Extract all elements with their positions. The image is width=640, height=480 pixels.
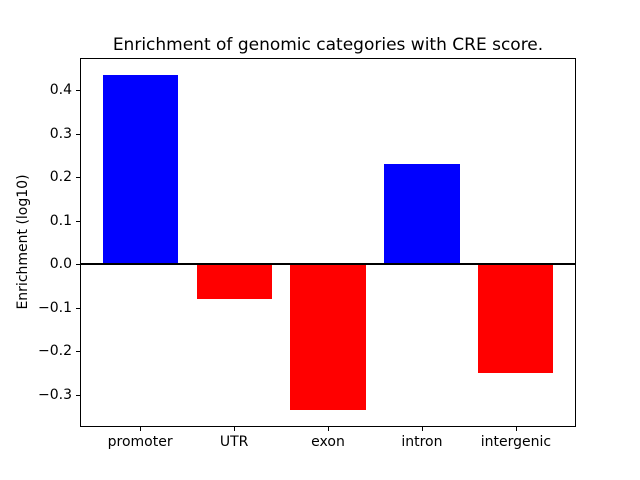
y-tick-label: 0.0: [49, 256, 72, 273]
y-tick-label: 0.4: [49, 82, 72, 98]
y-tick-mark: [76, 134, 80, 135]
bar-intron: [384, 164, 460, 265]
y-tick-mark: [76, 264, 80, 265]
zero-line: [80, 263, 576, 266]
x-tick-mark: [516, 427, 517, 431]
y-tick-label: 0.3: [49, 125, 72, 142]
y-tick-label: −0.2: [38, 343, 72, 360]
bar-intergenic: [478, 264, 554, 374]
x-tick-label-UTR: UTR: [219, 434, 249, 450]
y-tick-mark: [76, 351, 80, 352]
y-tick-mark: [76, 308, 80, 309]
bar-exon: [290, 264, 366, 411]
chart-title: Enrichment of genomic categories with CR…: [112, 35, 544, 55]
y-tick-label: −0.1: [38, 299, 72, 316]
x-tick-mark: [234, 427, 235, 431]
y-tick-label: 0.2: [49, 169, 72, 186]
x-tick-label-intron: intron: [401, 434, 443, 450]
x-tick-mark: [422, 427, 423, 431]
y-tick-mark: [76, 395, 80, 396]
x-tick-mark: [328, 427, 329, 431]
y-tick-label: −0.3: [38, 387, 72, 403]
x-tick-mark: [140, 427, 141, 431]
y-tick-mark: [76, 90, 80, 91]
x-tick-label-promoter: promoter: [107, 434, 173, 450]
bar-UTR: [196, 264, 272, 300]
bar-promoter: [102, 74, 178, 265]
y-tick-label: 0.1: [49, 212, 72, 229]
y-axis-label: Enrichment (log10): [15, 174, 31, 310]
x-tick-label-exon: exon: [311, 434, 345, 450]
y-tick-mark: [76, 221, 80, 222]
x-tick-label-intergenic: intergenic: [480, 434, 552, 450]
y-tick-mark: [76, 177, 80, 178]
